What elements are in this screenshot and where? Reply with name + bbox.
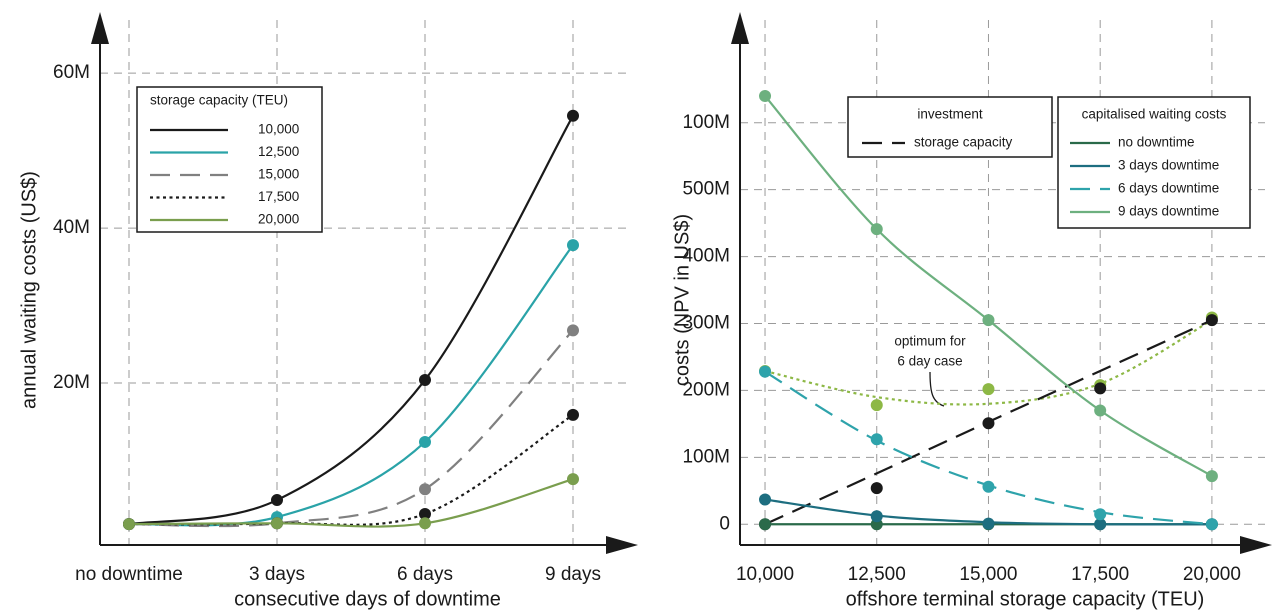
- data-point: [982, 517, 995, 530]
- data-point: [1094, 518, 1107, 531]
- data-point: [870, 433, 883, 446]
- data-point: [271, 494, 283, 507]
- data-point: [1094, 508, 1107, 521]
- data-point: [870, 399, 883, 412]
- annotation-arrow: [929, 371, 945, 407]
- data-point: [870, 482, 883, 495]
- series-line: [764, 319, 1213, 406]
- right-axes: [731, 12, 1272, 554]
- legend-label: storage capacity: [914, 135, 1013, 150]
- y-tick-label: 40M: [53, 217, 90, 238]
- legend-label: 9 days downtime: [1118, 204, 1219, 219]
- data-point: [567, 239, 579, 252]
- y-tick-label: 100M: [682, 446, 730, 467]
- data-point: [123, 518, 135, 531]
- series-line: [128, 244, 574, 527]
- legend-label: no downtime: [1118, 135, 1195, 150]
- data-point: [982, 417, 995, 430]
- data-point: [982, 383, 995, 396]
- x-tick-label: no downtime: [75, 564, 183, 585]
- legend-label: 12,500: [258, 144, 299, 159]
- y-axis-arrow: [91, 12, 109, 44]
- data-point: [982, 480, 995, 493]
- x-tick-label: 3 days: [249, 564, 305, 585]
- data-point: [1094, 404, 1107, 417]
- y-tick-label: 200M: [682, 379, 730, 400]
- series-line: [128, 115, 574, 526]
- data-point: [419, 508, 431, 521]
- y-tick-label: 400M: [682, 246, 730, 267]
- data-point: [1205, 470, 1218, 483]
- series-line: [128, 329, 574, 528]
- x-tick-label: 12,500: [848, 564, 906, 585]
- annotation: 6 day case: [897, 354, 962, 369]
- legend-title: investment: [917, 107, 983, 122]
- data-point: [1094, 382, 1107, 395]
- data-point: [759, 365, 772, 378]
- data-point: [759, 493, 772, 506]
- data-point: [1205, 518, 1218, 531]
- data-point: [1205, 314, 1218, 327]
- legend-title: capitalised waiting costs: [1082, 107, 1227, 122]
- data-point: [870, 510, 883, 523]
- x-axis-arrow: [606, 536, 638, 554]
- legend-title: storage capacity (TEU): [150, 93, 288, 108]
- legend-box: [847, 96, 1053, 158]
- y-axis-label: costs (NPV in US$): [671, 214, 693, 386]
- legend-label: 15,000: [258, 167, 299, 182]
- left-axes: [91, 12, 638, 554]
- x-tick-label: 20,000: [1183, 564, 1241, 585]
- legend-label: 10,000: [258, 122, 299, 137]
- data-point: [419, 483, 431, 496]
- data-point: [982, 314, 995, 327]
- data-point: [567, 109, 579, 122]
- legend-label: 6 days downtime: [1118, 181, 1219, 196]
- x-axis-arrow: [1240, 536, 1272, 554]
- data-point: [419, 517, 431, 530]
- annotation: optimum for: [894, 334, 966, 349]
- legend-label: 17,500: [258, 189, 299, 204]
- series-line: [128, 413, 574, 526]
- x-tick-label: 10,000: [736, 564, 794, 585]
- data-point: [419, 373, 431, 386]
- y-tick-label: 20M: [53, 372, 90, 393]
- y-axis-label: annual waiting costs (US$): [18, 171, 40, 409]
- legend-box: [136, 86, 323, 233]
- data-point: [567, 408, 579, 421]
- x-tick-label: 15,000: [959, 564, 1017, 585]
- y-tick-label: 500M: [682, 179, 730, 200]
- data-point: [419, 435, 431, 448]
- x-axis-label: consecutive days of downtime: [234, 588, 501, 610]
- data-point: [567, 324, 579, 337]
- data-point: [567, 473, 579, 486]
- x-tick-label: 17,500: [1071, 564, 1129, 585]
- x-axis-label: offshore terminal storage capacity (TEU): [846, 588, 1205, 610]
- series-line: [128, 478, 574, 528]
- data-point: [759, 518, 772, 531]
- legend-box: [1057, 96, 1251, 229]
- legend-label: 20,000: [258, 212, 299, 227]
- y-axis-arrow: [731, 12, 749, 44]
- y-tick-label: 60M: [53, 62, 90, 83]
- data-point: [271, 517, 283, 530]
- y-tick-label: 100M: [682, 112, 730, 133]
- legend-label: 3 days downtime: [1118, 158, 1219, 173]
- y-tick-label: 0: [719, 513, 730, 534]
- x-tick-label: 6 days: [397, 564, 453, 585]
- y-tick-label: 300M: [682, 313, 730, 334]
- data-point: [759, 89, 772, 102]
- data-point: [870, 223, 883, 236]
- x-tick-label: 9 days: [545, 564, 601, 585]
